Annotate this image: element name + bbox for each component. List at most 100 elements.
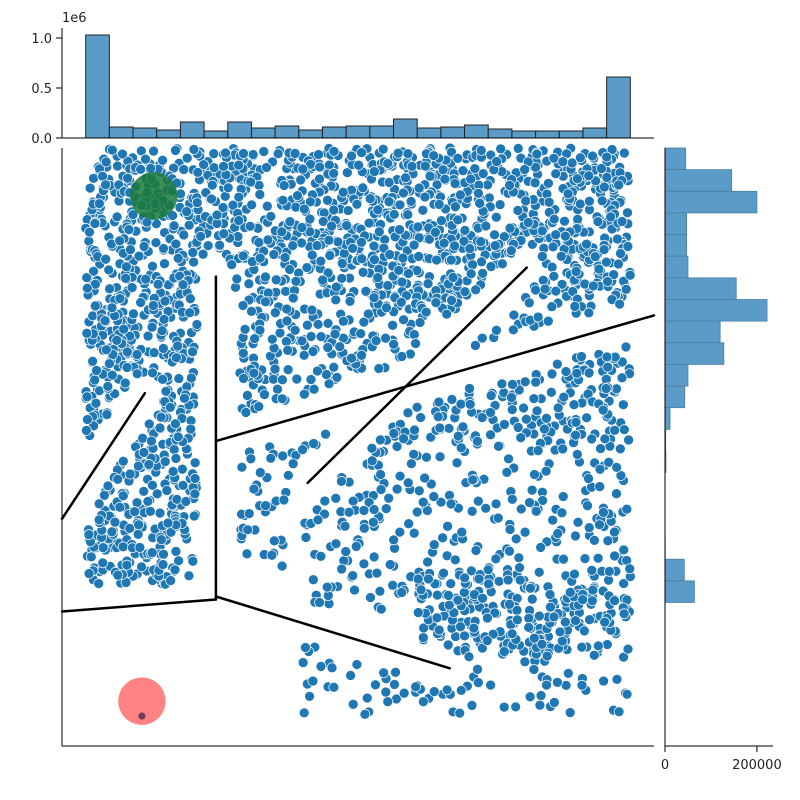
scatter-point xyxy=(83,529,95,540)
scatter-point xyxy=(603,566,615,577)
scatter-point xyxy=(336,563,348,575)
scatter-point xyxy=(147,300,159,311)
scatter-point xyxy=(276,393,288,405)
scatter-point xyxy=(417,496,429,508)
scatter-point xyxy=(276,226,288,238)
scatter-point xyxy=(124,523,136,534)
scatter-point xyxy=(547,514,559,526)
scatter-point xyxy=(148,145,159,157)
scatter-point xyxy=(490,553,502,565)
scatter-point xyxy=(329,328,341,340)
scatter-point xyxy=(133,460,144,472)
scatter-point xyxy=(138,486,150,497)
scatter-point xyxy=(259,389,270,400)
scatter-point xyxy=(178,229,190,241)
scatter-point xyxy=(362,308,374,320)
scatter-point xyxy=(93,578,105,589)
scatter-point xyxy=(289,324,301,336)
top-hist-bar xyxy=(250,127,276,139)
scatter-point xyxy=(296,237,307,249)
scatter-point xyxy=(529,177,541,189)
scatter-point xyxy=(383,177,395,188)
scatter-point xyxy=(455,398,467,410)
scatter-point xyxy=(570,530,581,542)
scatter-point xyxy=(278,180,290,191)
scatter-point xyxy=(442,639,454,651)
scatter-point xyxy=(597,404,609,416)
scatter-point xyxy=(601,172,613,183)
scatter-point xyxy=(315,255,327,267)
scatter-point xyxy=(191,319,203,330)
scatter-point xyxy=(82,414,93,425)
scatter-point xyxy=(181,152,193,164)
scatter-point xyxy=(336,476,347,487)
scatter-point xyxy=(562,188,574,200)
scatter-point xyxy=(131,368,143,380)
scatter-point xyxy=(368,292,380,304)
scatter-point xyxy=(313,149,324,160)
scatter-point xyxy=(242,524,254,536)
scatter-point xyxy=(530,161,541,173)
scatter-point xyxy=(624,563,636,575)
scatter-point xyxy=(472,495,484,507)
scatter-point xyxy=(428,686,440,697)
scatter-point xyxy=(202,240,214,251)
scatter-point xyxy=(111,334,123,346)
scatter-point xyxy=(614,443,626,455)
scatter-point xyxy=(102,480,114,492)
scatter-point xyxy=(227,199,239,211)
scatter-point xyxy=(512,422,524,433)
scatter-point xyxy=(222,182,234,194)
scatter-point xyxy=(452,430,464,442)
scatter-point xyxy=(539,283,551,295)
scatter-point xyxy=(601,151,613,163)
scatter-point xyxy=(97,557,109,569)
scatter-point xyxy=(624,269,636,281)
scatter-point xyxy=(422,556,433,568)
scatter-point xyxy=(419,160,431,172)
scatter-point xyxy=(596,195,608,207)
scatter-point xyxy=(456,526,468,538)
scatter-point xyxy=(533,566,545,578)
top-hist-bar xyxy=(606,76,631,139)
scatter-point xyxy=(272,383,283,395)
scatter-point xyxy=(357,266,369,278)
scatter-point xyxy=(226,259,238,270)
scatter-point xyxy=(308,438,319,449)
scatter-point xyxy=(106,144,118,156)
scatter-point xyxy=(145,163,157,174)
scatter-point xyxy=(570,266,582,277)
scatter-point xyxy=(489,607,501,619)
scatter-point xyxy=(99,489,110,501)
scatter-point xyxy=(147,260,158,272)
scatter-point xyxy=(548,270,560,282)
top-histogram-scale-label: 1e6 xyxy=(62,11,87,26)
scatter-point xyxy=(441,684,453,696)
scatter-point xyxy=(183,219,195,231)
scatter-point xyxy=(586,595,598,607)
scatter-point xyxy=(519,164,530,175)
scatter-point xyxy=(311,240,323,251)
scatter-point xyxy=(564,586,576,598)
scatter-point xyxy=(549,697,560,708)
scatter-point xyxy=(510,533,522,545)
scatter-point xyxy=(121,261,132,273)
right-hist-bar xyxy=(664,277,737,300)
scatter-point xyxy=(526,593,538,605)
scatter-point xyxy=(177,279,189,291)
top-hist-bar xyxy=(464,124,489,139)
scatter-point xyxy=(101,409,113,420)
scatter-point xyxy=(466,505,478,517)
scatter-point xyxy=(392,147,404,159)
scatter-point xyxy=(146,547,158,559)
scatter-point xyxy=(480,220,492,232)
scatter-point xyxy=(556,278,568,290)
scatter-point xyxy=(472,677,484,688)
scatter-point xyxy=(102,381,114,392)
scatter-point xyxy=(261,200,273,212)
top-hist-tick-label: 0.0 xyxy=(31,132,52,147)
scatter-point xyxy=(552,528,564,539)
scatter-point xyxy=(129,506,140,517)
scatter-point xyxy=(317,274,328,286)
scatter-point xyxy=(475,145,487,156)
